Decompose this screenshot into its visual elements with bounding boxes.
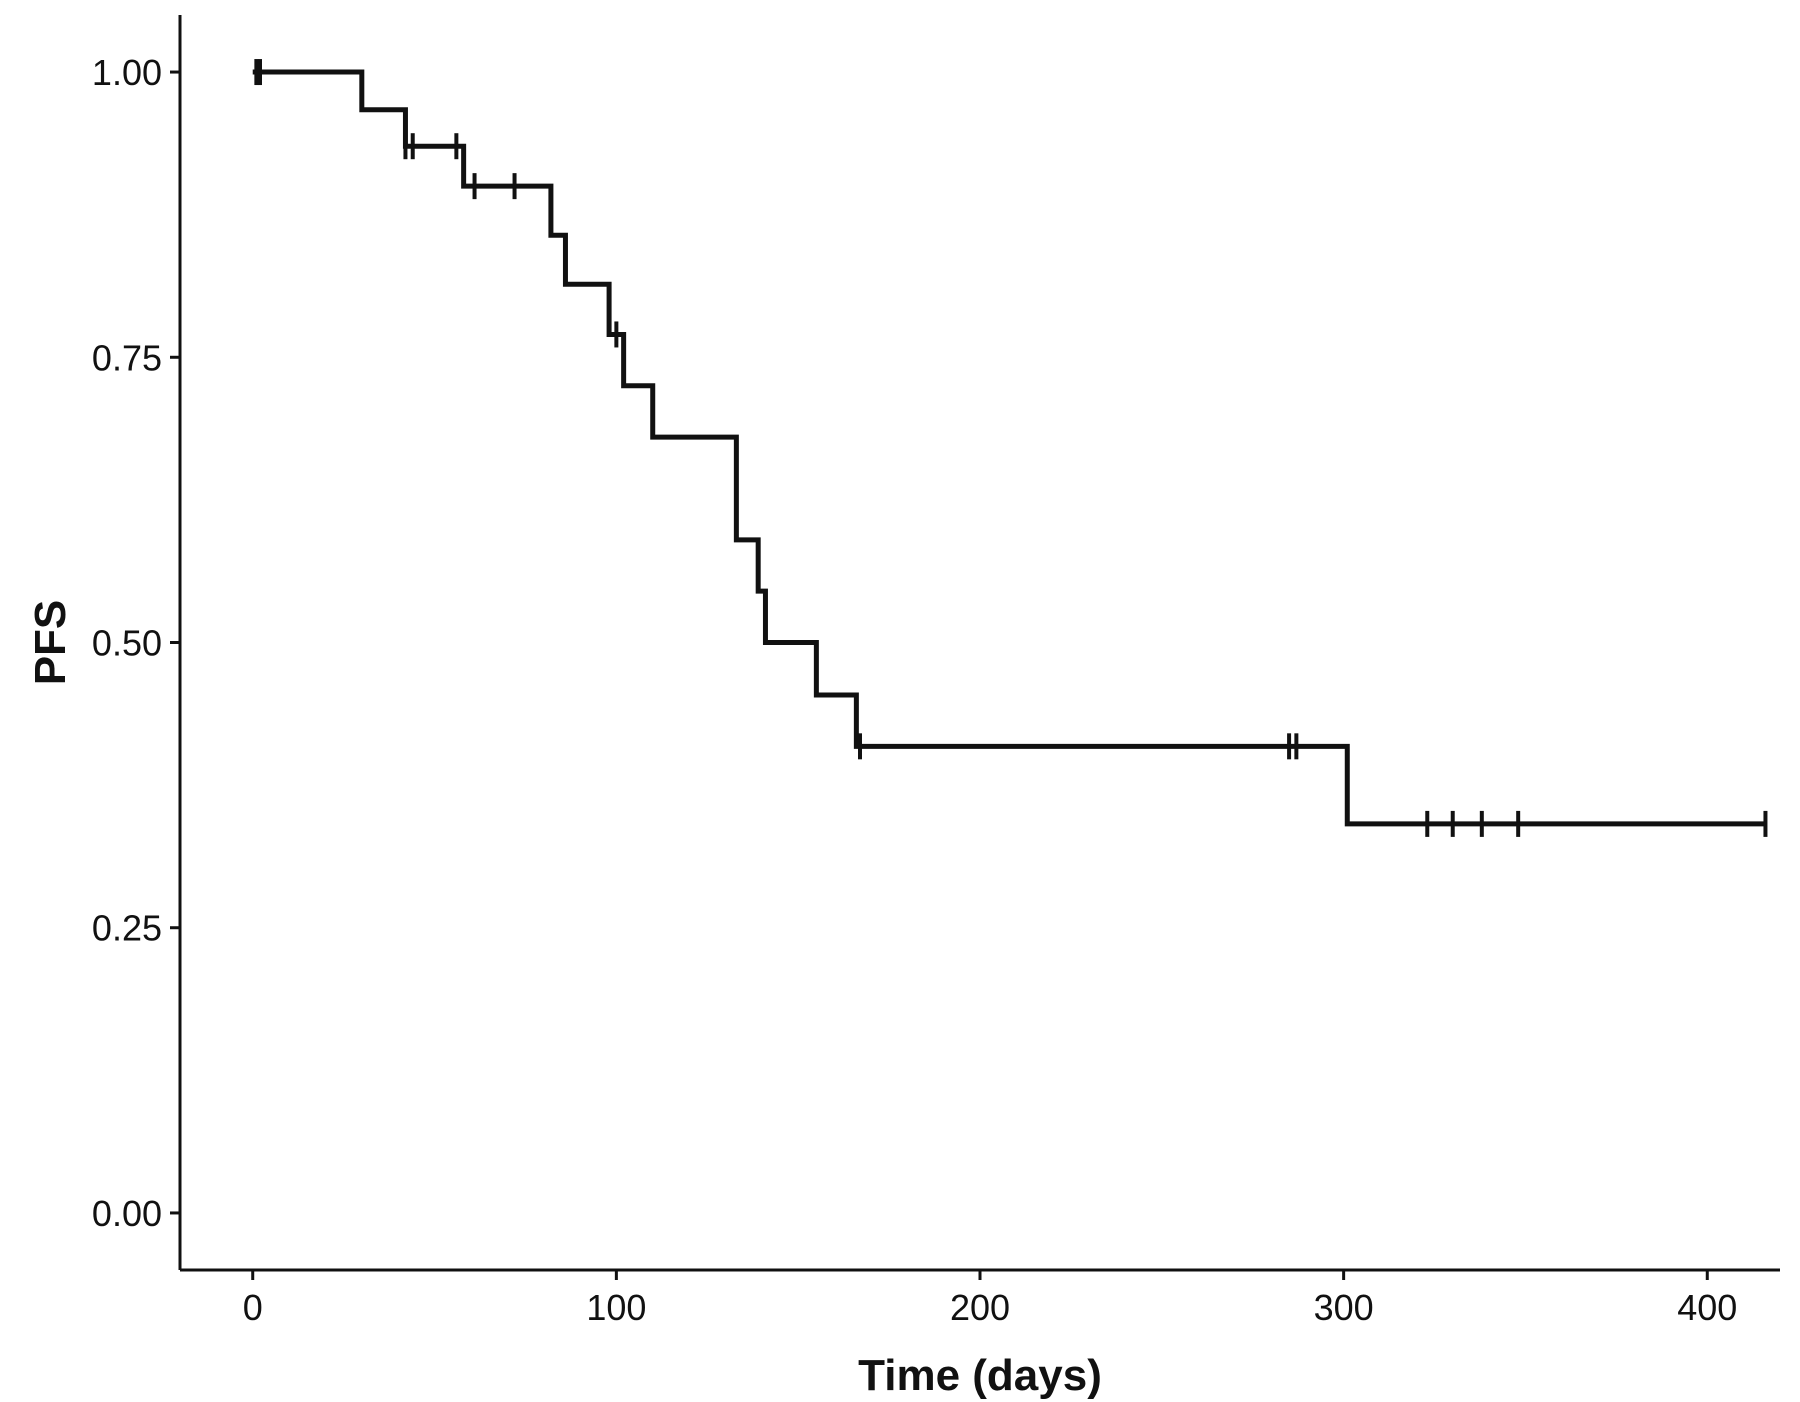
y-tick-label: 0.25 xyxy=(92,908,162,949)
axes: 0.00 0.25 0.50 0.75 1.00 0 100 200 300 400 xyxy=(92,15,1780,1328)
censor-marks xyxy=(254,59,1768,837)
x-tick-label: 300 xyxy=(1314,1287,1374,1328)
plot-area xyxy=(252,59,1768,837)
y-axis-title: PFS xyxy=(26,600,75,686)
y-tick-label: 0.75 xyxy=(92,337,162,378)
y-tick-label: 1.00 xyxy=(92,52,162,93)
y-ticks: 0.00 0.25 0.50 0.75 1.00 xyxy=(92,52,180,1234)
x-tick-label: 0 xyxy=(243,1287,263,1328)
x-tick-label: 100 xyxy=(586,1287,646,1328)
y-tick-label: 0.00 xyxy=(92,1193,162,1234)
x-axis-title: Time (days) xyxy=(858,1351,1102,1400)
y-tick-label: 0.50 xyxy=(92,623,162,664)
x-tick-label: 400 xyxy=(1677,1287,1737,1328)
x-tick-label: 200 xyxy=(950,1287,1010,1328)
survival-step-line xyxy=(252,69,1766,827)
x-ticks: 0 100 200 300 400 xyxy=(243,1270,1737,1328)
